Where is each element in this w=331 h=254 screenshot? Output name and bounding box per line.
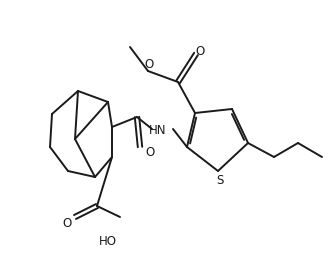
Text: O: O (145, 145, 155, 158)
Text: O: O (62, 217, 71, 230)
Text: O: O (195, 44, 205, 57)
Text: HN: HN (149, 123, 167, 136)
Text: O: O (144, 58, 154, 71)
Text: S: S (216, 173, 224, 186)
Text: HO: HO (99, 235, 117, 248)
